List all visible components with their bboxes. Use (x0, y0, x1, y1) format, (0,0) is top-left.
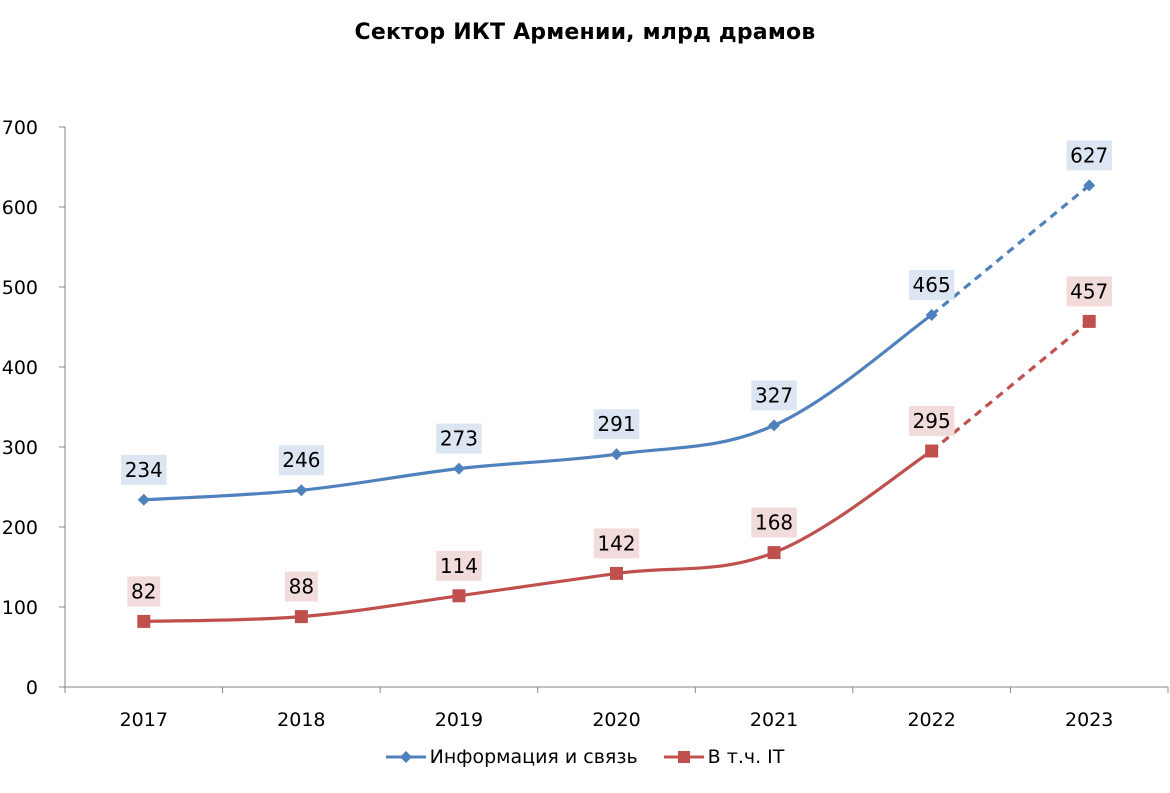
legend-item-series-0: Информация и связь (385, 746, 638, 768)
x-tick-label: 2017 (120, 709, 168, 731)
data-point-marker (1083, 179, 1096, 192)
data-point-marker (925, 444, 939, 458)
x-tick-label: 2022 (907, 709, 955, 731)
data-label-background (278, 445, 325, 476)
data-label: 291 (597, 412, 635, 436)
data-point-marker (452, 462, 465, 475)
data-label: 88 (289, 575, 314, 599)
data-label-background (1066, 140, 1112, 171)
data-label: 168 (755, 511, 793, 535)
series-line-1 (143, 449, 933, 623)
series-projection-line-1 (930, 320, 1091, 453)
data-label: 327 (755, 383, 793, 407)
y-tick-label: 500 (2, 277, 38, 299)
data-label-background (284, 571, 318, 602)
data-point-marker (295, 484, 308, 497)
data-label-background (908, 270, 955, 300)
data-label-background (593, 528, 640, 559)
legend-item-series-1: В т.ч. IT (663, 746, 785, 768)
x-tick-label: 2023 (1065, 709, 1113, 731)
data-label: 465 (913, 273, 951, 297)
x-tick-label: 2018 (277, 709, 325, 731)
y-tick-label: 0 (26, 677, 38, 699)
legend-label-series-0: Информация и связь (429, 746, 638, 768)
data-label: 246 (282, 448, 320, 472)
data-label-background (751, 507, 797, 538)
data-label-background (593, 409, 640, 440)
data-label-background (751, 380, 797, 411)
x-tick-label: 2021 (750, 709, 798, 731)
data-point-marker (610, 566, 623, 580)
data-label-background (1066, 276, 1112, 307)
data-label: 142 (597, 531, 635, 555)
data-label-background (436, 550, 482, 581)
data-point-marker (925, 309, 938, 321)
data-label: 627 (1070, 143, 1108, 167)
y-tick-label: 100 (2, 597, 38, 619)
y-tick-label: 300 (2, 437, 38, 459)
legend: Информация и связь В т.ч. IT (0, 746, 1170, 768)
data-point-marker (137, 614, 151, 628)
x-tick-label: 2019 (435, 709, 483, 731)
data-label: 273 (440, 427, 478, 451)
x-tick-label: 2020 (592, 709, 640, 731)
legend-marker-square (663, 751, 704, 763)
data-label-background (436, 423, 482, 454)
legend-label-series-1: В т.ч. IT (707, 746, 785, 768)
data-point-marker (452, 589, 466, 603)
data-label-background (127, 576, 161, 607)
data-label-background (908, 406, 955, 436)
y-tick-label: 600 (2, 197, 38, 219)
data-point-marker (767, 546, 781, 560)
y-tick-label: 700 (2, 117, 38, 139)
y-tick-label: 400 (2, 357, 38, 379)
data-point-marker (294, 610, 308, 624)
data-label: 234 (125, 458, 163, 482)
data-label: 295 (913, 409, 951, 433)
chart-title: Сектор ИКТ Армении, млрд драмов (354, 20, 816, 45)
axes: 0 100 200 300 400 500 600 700 2017 2018 2019 2020 20… (2, 117, 1169, 731)
legend-marker-diamond (385, 751, 426, 763)
data-label: 114 (440, 554, 478, 578)
data-label: 457 (1070, 279, 1108, 303)
data-point-marker (768, 419, 781, 432)
data-point-marker (610, 448, 623, 461)
series-lines (137, 179, 1096, 628)
y-tick-label: 200 (2, 517, 38, 539)
data-point-marker (137, 493, 150, 506)
data-label: 82 (131, 579, 156, 603)
data-labels: 234 246 273 291 327 465 627 82 88 114 142 168 295 457 (121, 140, 1112, 607)
series-line-0 (143, 313, 933, 502)
data-label-background (121, 454, 167, 485)
data-point-marker (1082, 314, 1096, 328)
series-projection-line-0 (930, 184, 1091, 317)
